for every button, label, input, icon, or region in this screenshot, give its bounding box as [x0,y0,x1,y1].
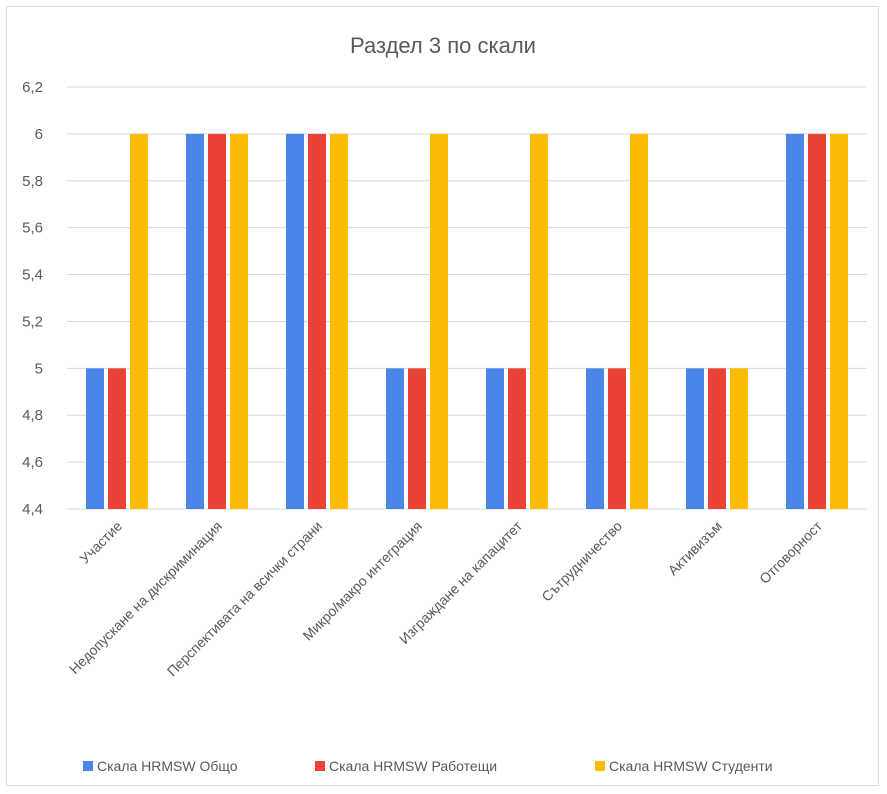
bar [130,133,148,509]
category-label: Сътрудничество [538,518,625,605]
y-tick-label: 6 [35,126,43,143]
bar [108,368,126,509]
category-label: Отговорност [756,517,825,586]
y-tick-label: 4,8 [22,407,43,424]
legend-swatch [595,761,605,771]
y-tick-label: 6,2 [22,79,43,96]
bar [508,368,526,509]
bar [830,133,848,509]
legend-label: Скала HRMSW Студенти [609,758,773,774]
bar [430,133,448,509]
bars [86,133,848,509]
bar [686,368,704,509]
y-axis-tick-labels: 4,4 4,6 4,8 5 5,2 5,4 5,6 5,8 6 6,2 [22,79,43,518]
y-tick-label: 5,2 [22,313,43,330]
y-tick-label: 5,6 [22,220,43,237]
bar [208,133,226,509]
legend: Скала HRMSW Общо Скала HRMSW Работещи Скал… [83,758,773,774]
legend-swatch [83,761,93,771]
bar [808,133,826,509]
bar [330,133,348,509]
category-label: Участие [76,518,125,567]
y-tick-label: 4,4 [22,501,43,518]
bar [786,133,804,509]
bar [608,368,626,509]
bar [386,368,404,509]
bar [408,368,426,509]
bar [186,133,204,509]
bar [630,133,648,509]
bar [730,368,748,509]
bar [86,368,104,509]
bar-chart: Раздел 3 по скали 4,4 4,6 4,8 5 5,2 5,4 5,6 5,8… [22,33,867,774]
bar [586,368,604,509]
legend-label: Скала HRMSW Общо [97,758,238,774]
bar [308,133,326,509]
category-label: Перспективата на всички страни [164,518,325,679]
bar [708,368,726,509]
legend-label: Скала HRMSW Работещи [329,758,497,774]
y-tick-label: 5 [35,360,43,377]
y-tick-label: 4,6 [22,454,43,471]
category-label: Активизъм [665,518,726,579]
bar [286,133,304,509]
bar [530,133,548,509]
bar [230,133,248,509]
chart-frame: Раздел 3 по скали 4,4 4,6 4,8 5 5,2 5,4 5,6 5,8… [6,6,879,786]
bar [486,368,504,509]
y-tick-label: 5,8 [22,173,43,190]
chart-title: Раздел 3 по скали [350,33,536,58]
y-tick-label: 5,4 [22,267,43,284]
legend-swatch [315,761,325,771]
